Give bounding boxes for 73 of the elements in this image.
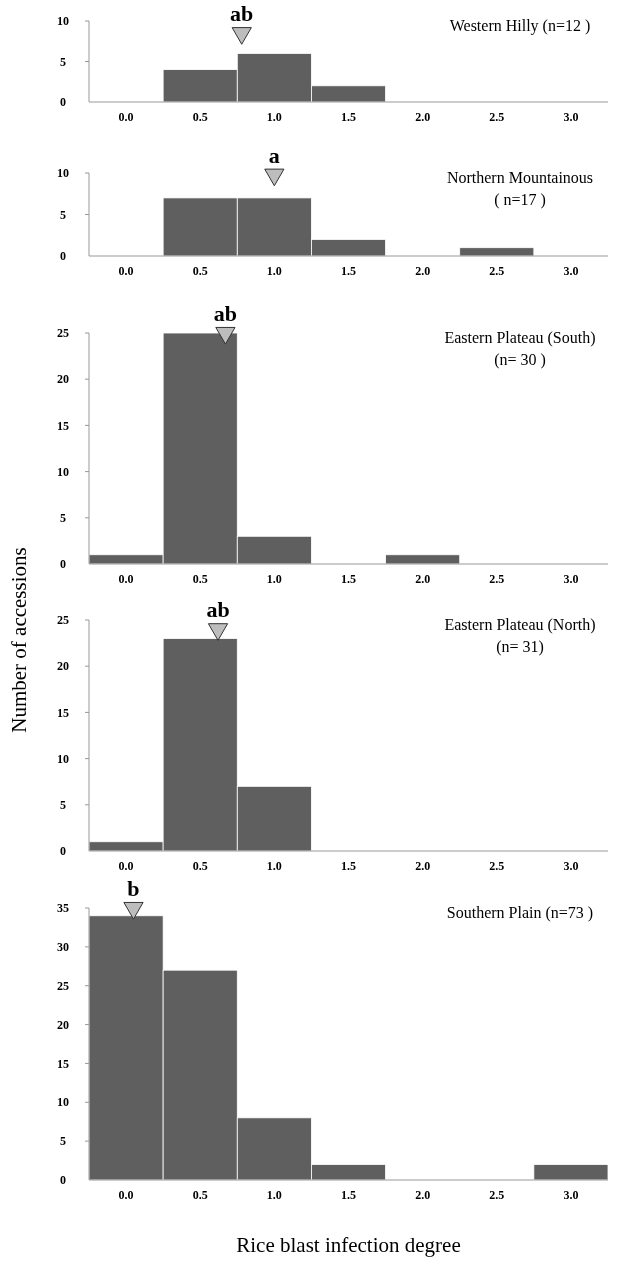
y-tick-label: 15 [57,705,69,720]
y-tick-label: 10 [57,464,69,479]
x-tick-label: 2.5 [489,1188,505,1202]
y-tick-label: 10 [57,751,69,766]
x-tick-label: 3.0 [563,1188,579,1202]
x-tick-label: 0.5 [192,110,208,124]
annotation: ab [230,1,254,27]
x-tick-label: 0.5 [192,264,208,278]
y-tick-label: 10 [57,1095,69,1110]
y-tick-label: 25 [57,613,69,628]
chart-title: Eastern Plateau (South) (n= 30 ) [444,329,596,369]
chart-title: Northern Mountainous ( n=17 ) [446,169,594,209]
x-tick-label: 1.5 [341,572,356,586]
x-tick-label: 0.0 [118,110,134,124]
x-tick-label: 2.0 [415,110,431,124]
y-tick-label: 0 [60,844,66,859]
x-tick-label: 2.0 [415,1188,431,1202]
y-tick-label: 10 [57,166,69,181]
y-tick-label: 5 [60,54,66,69]
x-tick-label: 3.0 [563,264,579,278]
x-tick-label: 1.5 [341,110,356,124]
y-tick-label: 15 [57,418,69,433]
x-tick-label: 1.5 [341,264,356,278]
y-tick-label: 0 [60,1173,66,1188]
annotation: b [127,876,140,901]
x-tick-label: 1.0 [266,264,282,278]
x-tick-label: 1.5 [341,859,356,873]
x-tick-label: 0.5 [192,1188,208,1202]
annotation: ab [206,597,230,623]
x-tick-label: 2.5 [489,572,505,586]
x-tick-label: 2.5 [489,859,505,873]
y-tick-label: 20 [57,659,69,674]
x-tick-label: 1.5 [341,1188,356,1202]
x-tick-label: 2.5 [489,264,505,278]
x-tick-label: 2.0 [415,264,431,278]
y-tick-label: 15 [57,1056,69,1071]
x-tick-label: 0.0 [118,264,134,278]
chart-title: Eastern Plateau (North) (n= 31) [444,616,596,656]
annotation: ab [213,301,238,326]
x-tick-label: 2.5 [489,110,505,124]
y-axis-title: Number of accessions [7,547,31,733]
x-tick-label: 1.0 [266,1188,282,1202]
y-tick-label: 5 [60,1134,66,1149]
x-tick-label: 0.0 [118,572,134,586]
x-tick-label: 1.0 [266,572,282,586]
x-tick-label: 0.0 [118,1188,134,1202]
x-tick-label: 3.0 [563,110,579,124]
y-tick-label: 25 [57,978,69,993]
y-tick-label: 20 [57,372,69,387]
y-tick-label: 20 [57,1017,69,1032]
y-tick-label: 30 [57,940,69,955]
x-axis-title: Rice blast infection degree [236,1233,461,1257]
x-tick-label: 0.5 [192,859,208,873]
y-tick-label: 10 [57,14,69,29]
y-tick-label: 0 [60,95,66,110]
y-tick-label: 0 [60,557,66,572]
x-tick-label: 3.0 [563,859,579,873]
y-tick-label: 25 [57,326,69,341]
x-tick-label: 0.5 [192,572,208,586]
x-tick-label: 3.0 [563,572,579,586]
x-tick-label: 0.0 [118,859,134,873]
x-tick-label: 1.0 [266,859,282,873]
x-tick-label: 2.0 [415,572,431,586]
annotation: a [268,142,280,168]
y-tick-label: 35 [57,901,69,916]
y-tick-label: 5 [60,798,66,812]
x-tick-label: 1.0 [266,110,282,124]
y-tick-label: 0 [60,249,66,264]
x-tick-label: 2.0 [415,859,431,873]
chart-title: Western Hilly (n=12 ) [449,17,591,35]
y-tick-label: 5 [60,511,66,525]
chart-title: Southern Plain (n=73 ) [446,904,594,922]
y-tick-label: 5 [60,207,66,222]
